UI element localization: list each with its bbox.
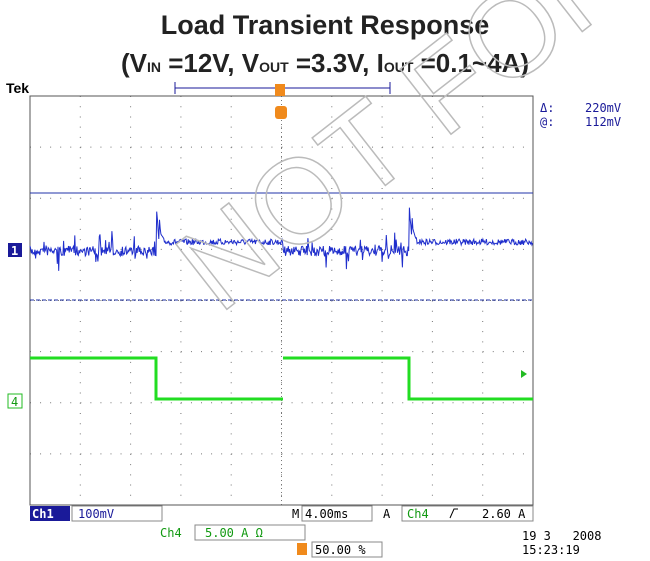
ch1-box <box>30 506 70 521</box>
cursor-at-label: @: <box>540 115 554 129</box>
trigger-position-box <box>311 541 383 558</box>
brand: Tek <box>6 80 29 96</box>
cursor-delta-label: Δ: <box>540 101 554 115</box>
trigger-level-arrow <box>521 370 527 378</box>
ch1-trace <box>29 207 534 271</box>
trigger-pos-icon <box>275 84 285 96</box>
title: Load Transient Response <box>161 10 490 40</box>
ch4-marker: 4 <box>11 395 18 409</box>
trigger-icon <box>275 106 287 119</box>
timebase-box <box>301 505 373 522</box>
ch1-marker-box <box>8 243 22 257</box>
ch1-scale-box <box>71 505 163 522</box>
subtitle-part: OUT <box>384 59 414 75</box>
timebase-label: M <box>292 507 299 521</box>
cursor-at: 112mV <box>585 115 621 129</box>
subtitle-part: IN <box>147 59 161 75</box>
trigger-level: 2.60 A <box>482 507 526 521</box>
ch4-scale: 5.00 A Ω <box>205 526 263 540</box>
subtitle-part: =3.3V, I <box>289 48 384 78</box>
ch4-scale-box <box>194 524 306 541</box>
ch1-label: Ch1 <box>32 507 54 521</box>
trigger-box <box>401 505 534 522</box>
subtitle-part: OUT <box>259 59 289 75</box>
trigger-pos-icon <box>297 543 307 555</box>
trigger-position: 50.00 % <box>315 543 366 557</box>
trigger-source: Ch4 <box>407 507 429 521</box>
ch1-scale: 100mV <box>78 507 114 521</box>
time: 15:23:19 <box>522 543 580 557</box>
subtitle-part: (V <box>121 48 148 78</box>
subtitle: (VIN =12V, VOUT =3.3V, IOUT =0.1~4A) <box>121 48 529 78</box>
ch4-label: Ch4 <box>160 526 182 540</box>
ch4-marker-box <box>7 393 23 409</box>
ch1-marker: 1 <box>11 244 18 258</box>
subtitle-part: =0.1~4A) <box>413 48 529 78</box>
ch4-trace <box>30 356 533 401</box>
trigger-mode: A <box>383 507 391 521</box>
subtitle-part: =12V, V <box>161 48 260 78</box>
cursor-delta: 220mV <box>585 101 621 115</box>
timebase: 4.00ms <box>305 507 348 521</box>
date: 19 3 2008 <box>522 529 601 543</box>
slope-icon <box>449 508 458 519</box>
